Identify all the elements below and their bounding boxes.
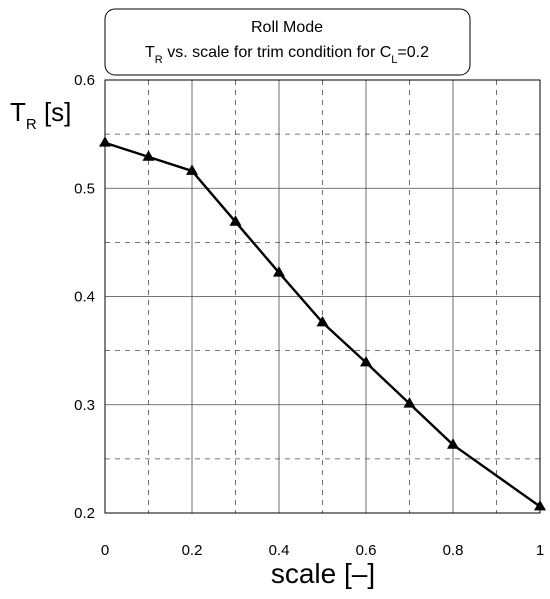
chart-title-line1: Roll Mode: [251, 19, 323, 36]
chart-title-line2: TR vs. scale for trim condition for CL=0…: [145, 44, 429, 66]
title-text-run: T: [145, 44, 155, 61]
grid-layer: [105, 80, 540, 513]
data-point-marker: [229, 215, 242, 226]
x-tick-label: 0.2: [182, 542, 203, 559]
x-tick-label: 0.6: [356, 542, 377, 559]
x-tick-labels: 0 0.2 0.4 0.6 0.8 1: [101, 542, 544, 559]
x-tick-label: 0.8: [443, 542, 464, 559]
plot-frame: [104, 79, 541, 514]
y-tick-label: 0.6: [74, 72, 95, 89]
y-tick-label: 0.2: [74, 505, 95, 522]
y-axis-label-main: T: [10, 97, 26, 127]
data-point-marker: [186, 164, 198, 175]
series-line: [104, 141, 541, 508]
y-axis-label-subscript: R: [26, 116, 37, 133]
data-point-marker: [316, 315, 329, 327]
data-point-marker: [142, 150, 155, 161]
y-tick-label: 0.3: [74, 397, 95, 414]
y-axis-label: TR [s]: [10, 97, 71, 133]
y-tick-label: 0.5: [74, 180, 95, 197]
x-tick-label: 0: [101, 542, 109, 559]
data-point-marker: [403, 397, 416, 408]
y-tick-label: 0.4: [74, 289, 95, 306]
title-text-run: vs. scale for trim condition for C: [163, 44, 392, 61]
y-axis-label-unit: [s]: [37, 97, 72, 127]
data-point-marker: [360, 356, 372, 367]
data-point-marker: [534, 500, 546, 511]
y-tick-labels: 0.2 0.3 0.4 0.5 0.6: [74, 72, 95, 522]
chart-title-box: Roll Mode TR vs. scale for trim conditio…: [104, 8, 471, 76]
x-axis-label: scale [–]: [271, 558, 375, 589]
x-tick-label: 0.4: [269, 542, 290, 559]
series-layer: [99, 136, 546, 511]
data-point-marker: [99, 136, 111, 147]
title-subscript: L: [391, 54, 397, 66]
data-point-marker: [447, 438, 459, 449]
data-point-marker: [273, 266, 285, 277]
title-box-frame: [104, 8, 471, 76]
x-tick-label: 1: [536, 542, 544, 559]
title-text-run: =0.2: [397, 44, 429, 61]
title-subscript: R: [155, 54, 163, 66]
